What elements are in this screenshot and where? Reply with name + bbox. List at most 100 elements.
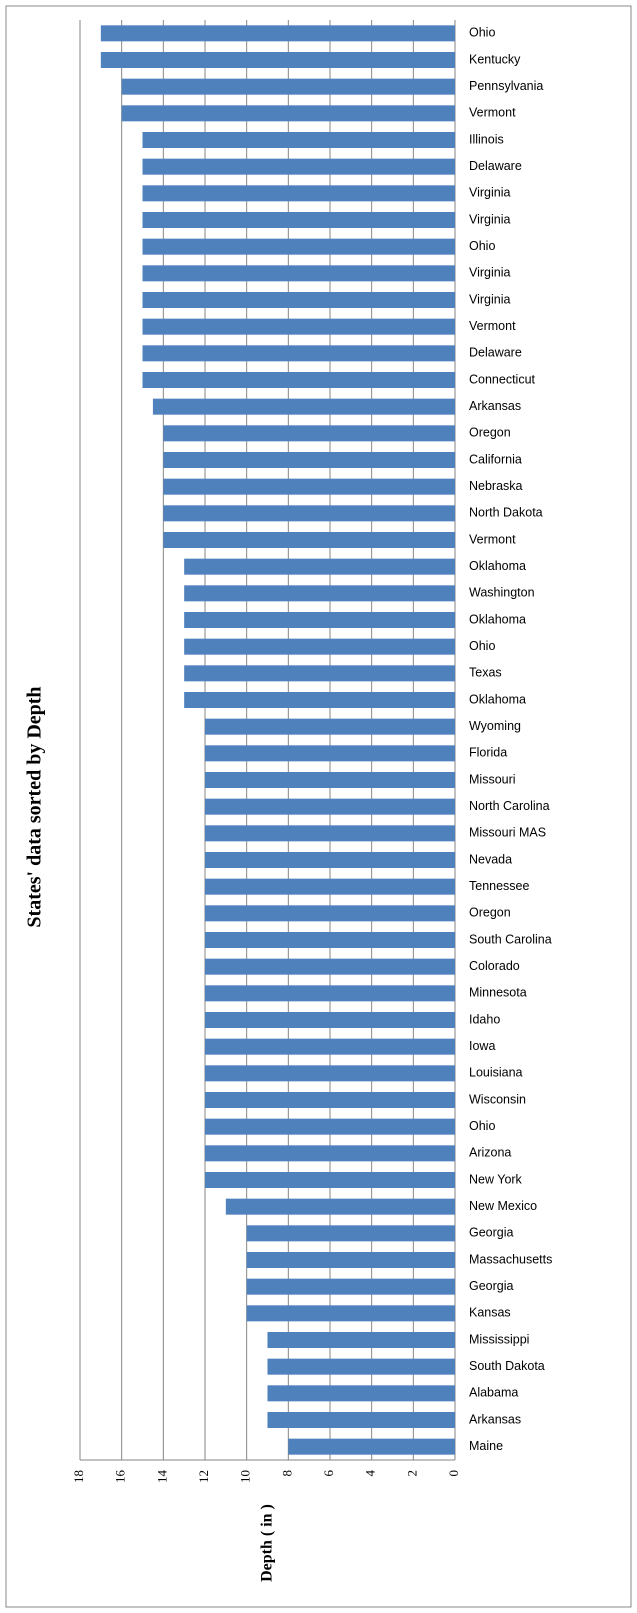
bar [121,78,456,95]
bar [205,1065,455,1082]
bar [184,585,456,602]
x-tick-label: Louisiana [469,1066,523,1080]
y-tick-label: 4 [363,1470,378,1477]
y-tick-label: 14 [154,1470,169,1484]
x-tick-label: Arizona [469,1146,511,1160]
chart-title: States' data sorted by Depth [24,686,46,927]
x-tick-label: South Dakota [469,1359,545,1373]
x-tick-label: Maine [469,1439,503,1453]
bar [163,505,455,522]
x-tick-label: Tennessee [469,879,530,893]
bar [246,1278,455,1295]
bar [205,718,455,735]
bar [205,985,455,1002]
bar [205,1145,455,1162]
x-tick-label: Idaho [469,1012,500,1026]
bar [142,318,455,335]
x-tick-label: Ohio [469,639,495,653]
bar [205,798,455,815]
x-tick-label: New Mexico [469,1199,537,1213]
x-tick-label: Kansas [469,1306,511,1320]
x-tick-label: Ohio [469,1119,495,1133]
bar [142,238,455,255]
bar [267,1332,455,1348]
x-tick-label: New York [469,1172,523,1186]
x-tick-label: North Dakota [469,506,543,520]
x-tick-label: Wyoming [469,719,521,733]
bar [184,612,456,628]
bar [205,1012,455,1028]
rotated-chart: States' data sorted by Depth Depth ( in … [24,20,552,1582]
x-tick-label: Nebraska [469,479,523,493]
bar [100,52,455,68]
bar [142,158,455,175]
bar [163,425,455,442]
x-tick-label: Georgia [469,1226,514,1240]
x-tick-label: Oklahoma [469,692,526,706]
x-tick-label: Oregon [469,906,511,920]
bar [142,132,455,148]
x-tick-label: Wisconsin [469,1092,526,1106]
x-tick-label: Virginia [469,266,511,280]
x-tick-label: Virginia [469,186,511,200]
bar [205,1038,455,1055]
bar [184,558,456,575]
bar [184,638,456,655]
x-tick-label: Delaware [469,159,522,173]
bar [100,25,455,42]
x-tick-label: South Carolina [469,932,552,946]
x-tick-label: Vermont [469,106,516,120]
x-tick-label: Mississippi [469,1332,529,1346]
x-tick-label: Ohio [469,26,495,40]
y-tick-label: 6 [321,1470,336,1477]
x-tick-label: Massachusetts [469,1252,552,1266]
bar [205,1092,455,1108]
bar [163,478,455,495]
bar [142,265,455,282]
x-tick-label: Missouri [469,772,516,786]
x-tick-label: Minnesota [469,986,527,1000]
bar [205,772,455,788]
bar [205,932,455,948]
bar [205,905,455,922]
y-tick-label: 10 [238,1470,253,1483]
bar [246,1252,455,1268]
x-tick-label: Connecticut [469,372,536,386]
y-tick-label: 8 [279,1470,294,1477]
x-tick-label: Vermont [469,532,516,546]
x-tick-label: Kentucky [469,52,521,66]
x-tick-label: Texas [469,666,502,680]
bar [184,692,456,708]
bar [246,1225,455,1242]
bar [142,212,455,228]
bar [163,452,455,468]
bar [142,185,455,202]
bar [163,532,455,548]
bar [267,1385,455,1402]
bar [205,825,455,842]
bar [205,852,455,868]
x-tick-label: Vermont [469,319,516,333]
bar [184,665,456,682]
x-tick-label: Illinois [469,132,504,146]
bar [205,1118,455,1135]
bar [205,745,455,762]
x-tick-label: Arkansas [469,399,521,413]
x-tick-label: Georgia [469,1279,514,1293]
x-tick-label: Oklahoma [469,559,526,573]
bar [121,105,456,122]
y-axis-title: Depth ( in ) [259,1504,276,1582]
x-tick-label: Pennsylvania [469,79,543,93]
bar [267,1358,455,1375]
x-tick-label: Missouri MAS [469,826,546,840]
bar [142,372,455,388]
bar [205,958,455,975]
x-tick-label: Virginia [469,212,511,226]
x-tick-label: Oklahoma [469,612,526,626]
bar [246,1305,455,1322]
x-tick-label: California [469,452,522,466]
bar [205,1172,455,1188]
x-tick-label: Oregon [469,426,511,440]
x-tick-label: Ohio [469,239,495,253]
